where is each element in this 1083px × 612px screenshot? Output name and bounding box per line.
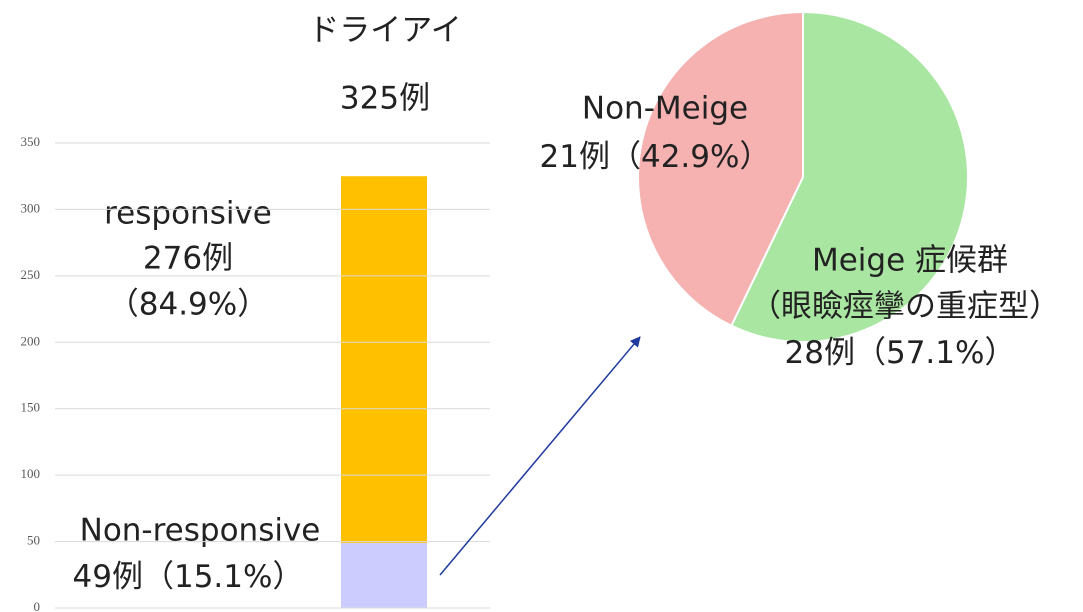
data-label: 49例（15.1%） (73, 559, 304, 595)
bar-segment (341, 542, 427, 608)
series-label: responsive (104, 196, 272, 232)
share-label: （84.9%） (108, 287, 268, 323)
y-tick-label: 50 (27, 533, 40, 548)
value-label: 28例 (785, 335, 855, 371)
y-tick-label: 300 (21, 200, 41, 215)
data-label: 28例（57.1%） (785, 335, 1016, 371)
series-label: Non-responsive (80, 513, 321, 549)
y-tick-label: 250 (21, 267, 41, 282)
pie-slice (637, 10, 804, 327)
arrow (439, 336, 641, 576)
share-label: （15.1%） (143, 559, 303, 595)
y-tick-label: 0 (34, 599, 41, 612)
total-label: 325例 (340, 81, 430, 117)
pie-slice (730, 10, 969, 343)
y-tick-label: 200 (21, 333, 41, 348)
y-tick-label: 150 (21, 400, 41, 415)
slice-note: （眼瞼痙攣の重症型） (750, 289, 1060, 325)
data-label: 21例（42.9%） (540, 139, 771, 175)
y-tick-label: 350 (21, 134, 41, 149)
slice-label: Meige 症候群 (812, 243, 1008, 279)
share-label: （57.1%） (855, 335, 1015, 371)
value-label: 21例 (540, 139, 610, 175)
slice-label: Non-Meige (582, 91, 748, 127)
chart-title: ドライアイ (308, 13, 461, 49)
share-label: （42.9%） (610, 139, 770, 175)
bar-segment (341, 176, 427, 543)
value-label: 49例 (73, 559, 143, 595)
value-label: 276例 (143, 241, 233, 277)
y-tick-label: 100 (21, 466, 41, 481)
